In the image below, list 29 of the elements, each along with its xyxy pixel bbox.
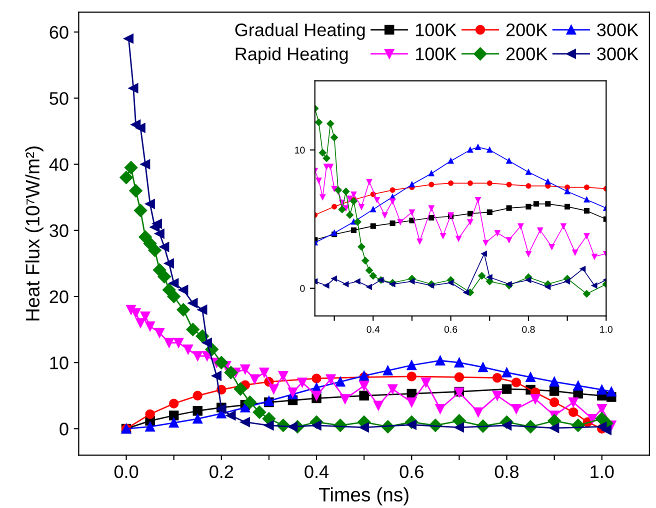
legend-label: 200K: [506, 24, 548, 36]
y-axis-title: Heat Flux (10⁷W/m²): [25, 146, 44, 320]
x-tick-label: 0.0: [114, 465, 138, 478]
y-tick-label: 0: [300, 285, 305, 292]
x-tick-label: 0.8: [522, 326, 535, 333]
x-axis-title: Times (ns): [318, 487, 408, 506]
y-tick-label: 20: [50, 290, 68, 304]
x-tick-label: 0.8: [494, 465, 519, 478]
x-tick-label: 0.2: [210, 465, 234, 478]
y-tick-label: 10: [295, 146, 305, 154]
x-tick-label: 0.6: [444, 326, 458, 333]
x-tick-label: 0.4: [366, 326, 380, 333]
x-tick-label: 0.6: [400, 465, 424, 478]
y-tick-label: 50: [50, 92, 68, 105]
y-tick-label: 0: [60, 422, 68, 436]
legend-label: 300K: [597, 48, 638, 60]
annotation: Gradual Heating: [235, 23, 365, 40]
y-tick-label: 40: [49, 158, 68, 171]
legend-label: 200K: [506, 48, 548, 60]
legend-label: 300K: [597, 24, 638, 36]
legend-label: 100K: [416, 48, 457, 60]
y-tick-label: 60: [50, 26, 68, 39]
x-tick-label: 1.0: [600, 326, 613, 333]
annotation: Rapid Heating: [236, 47, 348, 64]
x-tick-label: 1.0: [590, 465, 614, 478]
legend-label: 100K: [416, 24, 457, 36]
x-tick-label: 0.4: [304, 465, 329, 478]
y-tick-label: 30: [50, 224, 68, 238]
y-tick-label: 10: [50, 356, 68, 370]
